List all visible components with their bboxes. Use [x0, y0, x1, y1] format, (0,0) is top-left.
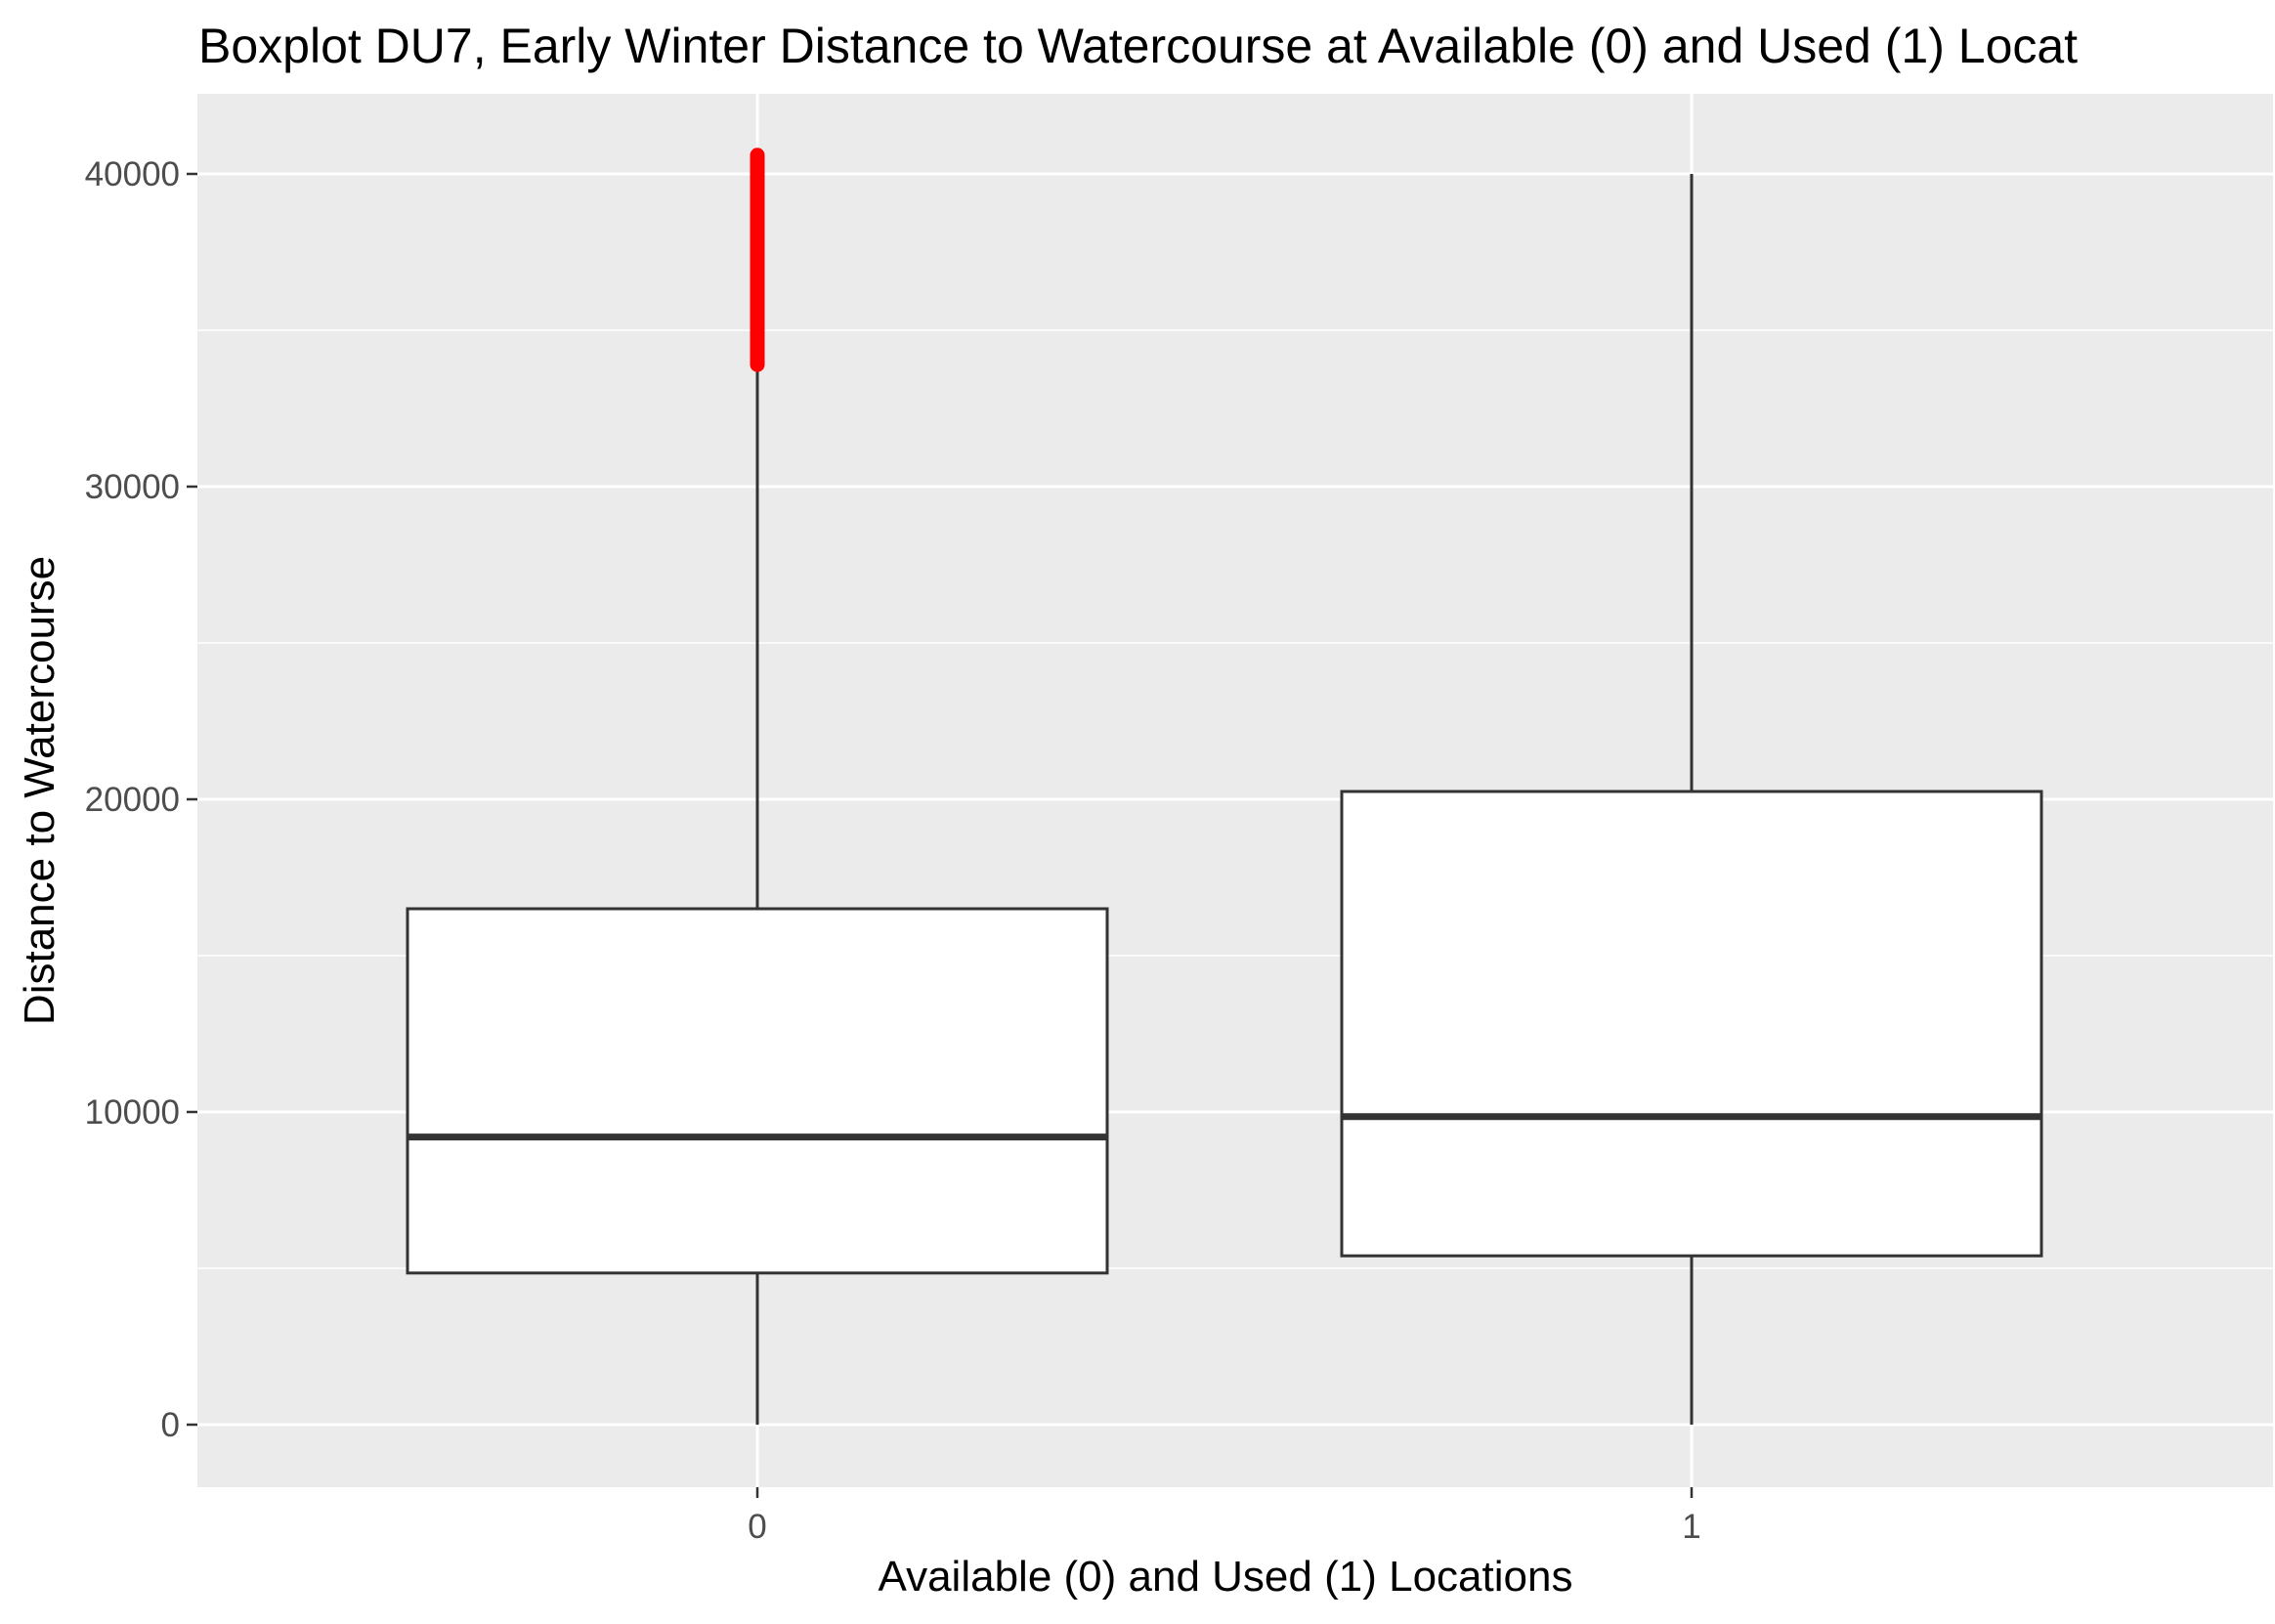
y-tick-label: 40000 [85, 155, 180, 193]
box-body [406, 907, 1109, 1275]
x-tick-label: 0 [748, 1508, 766, 1546]
box-layer [406, 148, 2043, 1425]
box-group-1 [1340, 174, 2043, 1425]
x-tick-label: 1 [1682, 1508, 1700, 1546]
x-axis-title: Available (0) and Used (1) Locations [879, 1553, 1573, 1601]
y-tick-label: 30000 [85, 468, 180, 506]
y-axis-title: Distance to Watercourse [16, 556, 64, 1025]
y-axis-ticks: 0 10000 20000 30000 40000 [85, 155, 197, 1444]
chart-title: Boxplot DU7, Early Winter Distance to Wa… [198, 19, 2078, 73]
box-group-0 [406, 148, 1109, 1425]
y-tick-label: 20000 [85, 781, 180, 819]
y-tick-label: 10000 [85, 1093, 180, 1132]
y-tick-label: 0 [161, 1406, 180, 1444]
box-body [1340, 790, 2043, 1258]
